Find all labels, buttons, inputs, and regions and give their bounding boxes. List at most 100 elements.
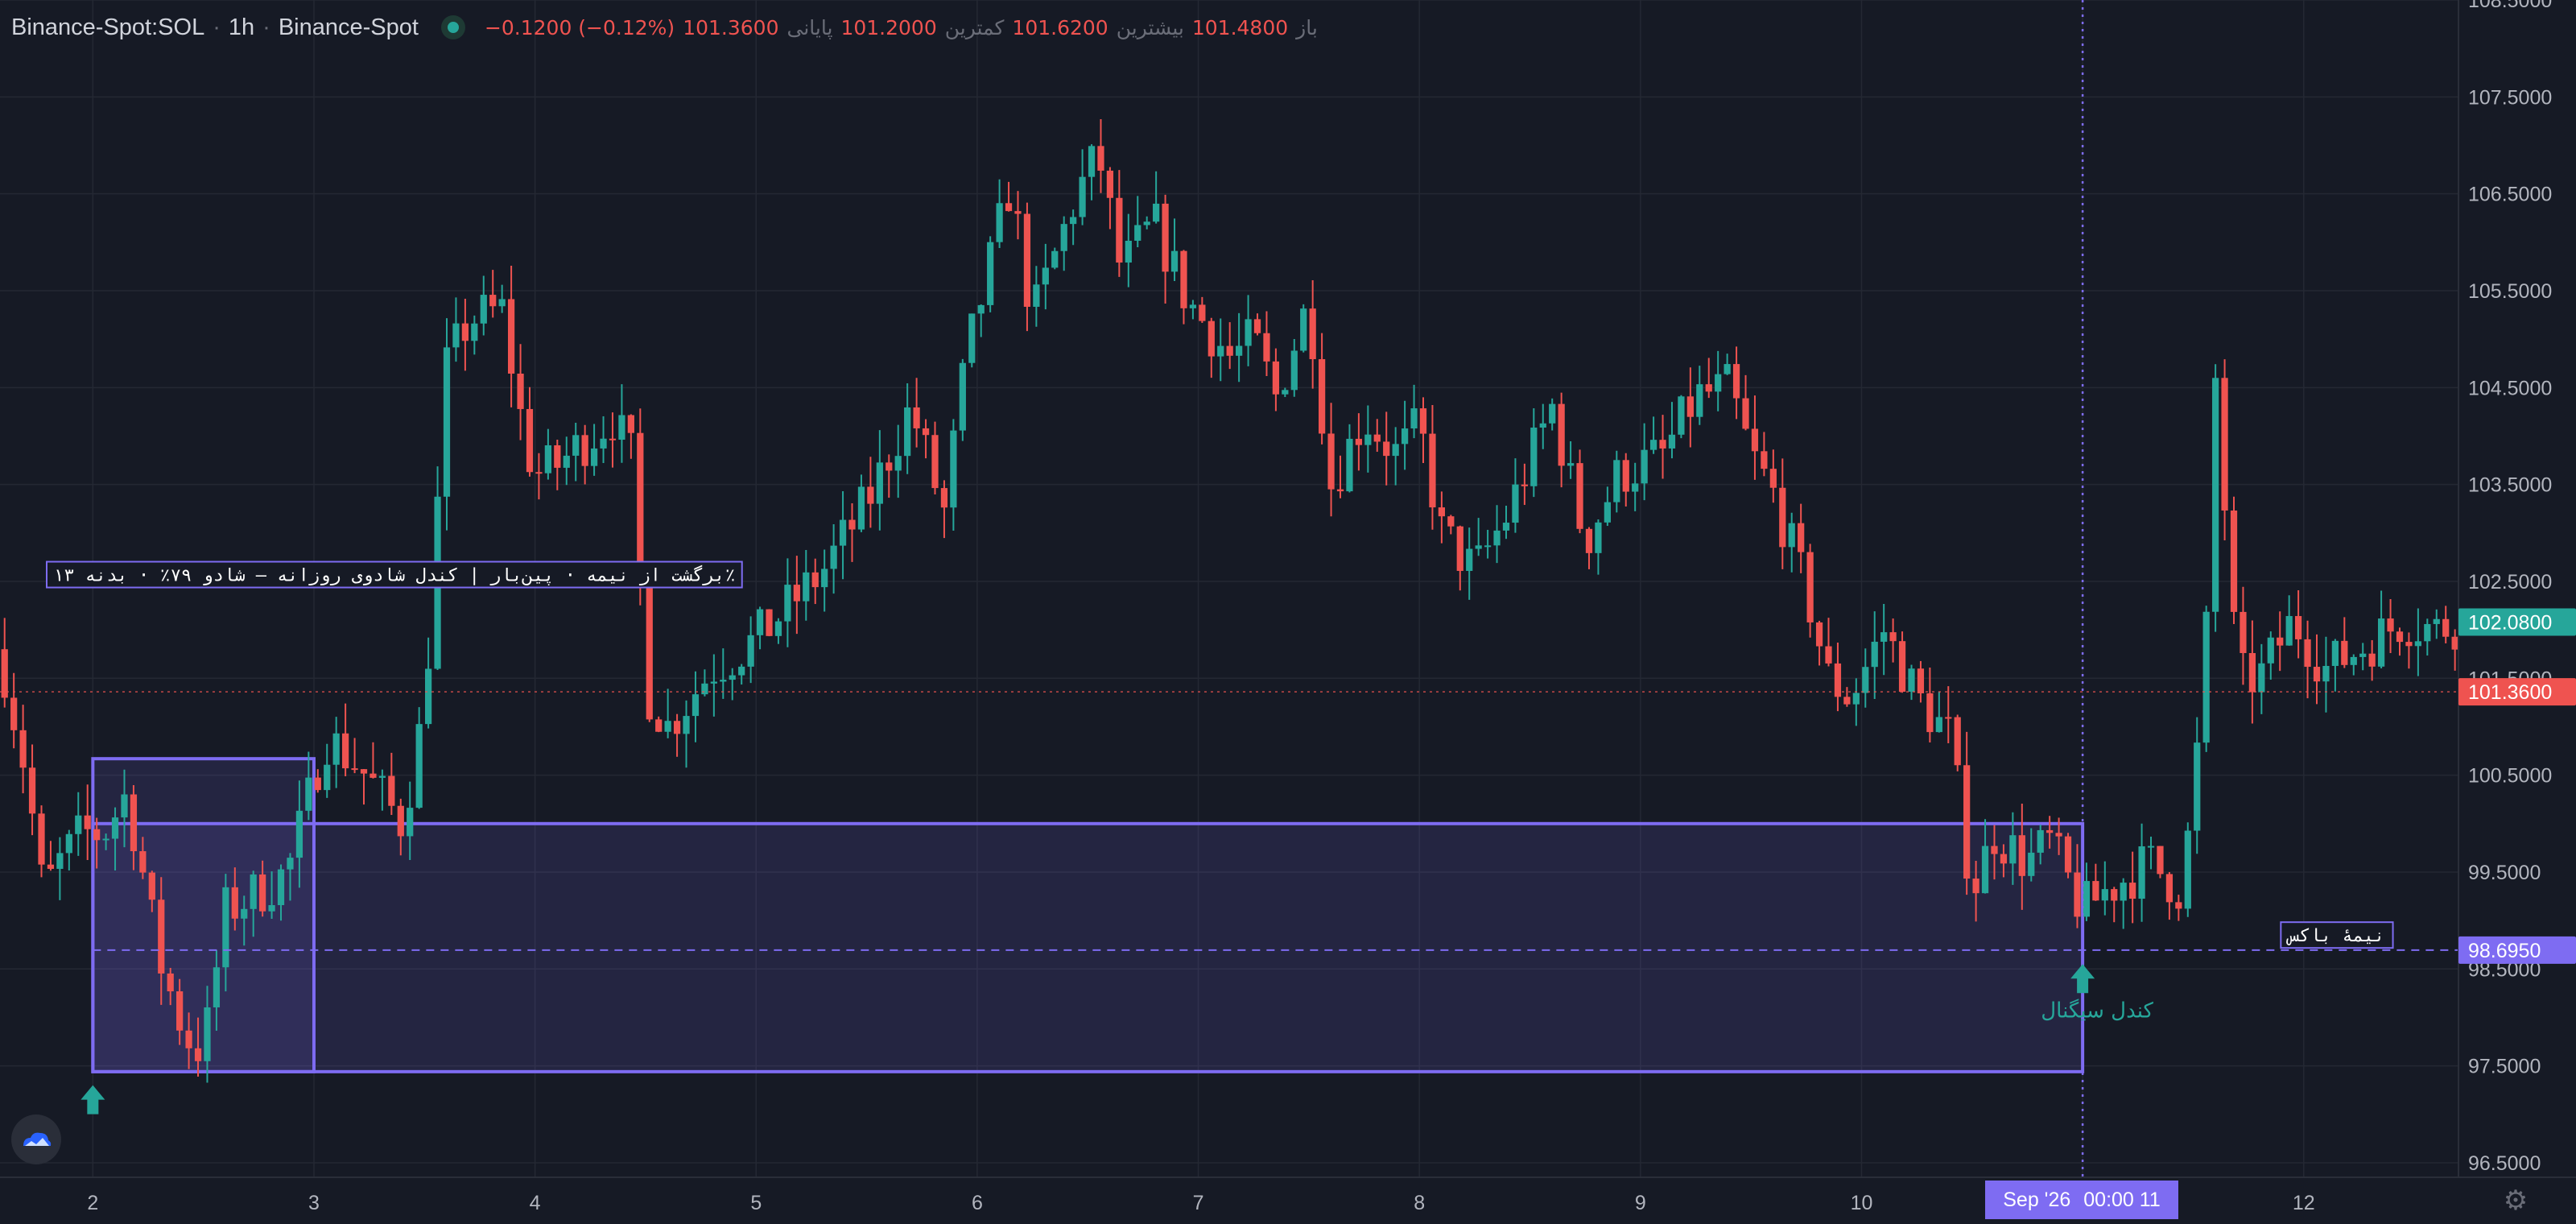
gear-icon[interactable]: ⚙ — [2503, 1185, 2529, 1216]
price-label-text: 101.3600 — [2468, 681, 2552, 704]
candle-body — [2414, 641, 2421, 647]
candle-body — [167, 973, 174, 992]
candle-body — [2405, 642, 2413, 647]
symbol-name[interactable]: Binance-Spot:SOL — [11, 14, 205, 40]
candle-body — [600, 438, 607, 449]
low-value: 101.2000 — [840, 15, 937, 39]
candle-body — [2009, 835, 2017, 864]
y-tick-label: 99.5000 — [2468, 862, 2541, 884]
time-axis[interactable] — [0, 1177, 2576, 1224]
candle-body — [1945, 717, 1952, 719]
candle-body — [241, 908, 248, 919]
candle-body — [1917, 668, 1925, 693]
candle-body — [1088, 146, 1096, 177]
candle-body — [314, 777, 321, 791]
candle-body — [857, 486, 865, 530]
price-label-box — [2458, 936, 2576, 964]
candle-body — [1134, 225, 1141, 241]
candlestick-series — [1, 118, 2458, 1083]
candle-body — [1355, 438, 1363, 445]
candle-body — [1972, 879, 1979, 894]
candle-body — [803, 572, 810, 602]
candle-body — [839, 519, 847, 546]
price-axis[interactable] — [2458, 0, 2576, 1177]
x-tick-label: 5 — [750, 1192, 762, 1214]
candle-body — [1162, 203, 1169, 272]
candle-body — [1143, 221, 1150, 225]
candle-body — [204, 1007, 211, 1061]
candle-body — [2442, 618, 2450, 637]
candle-body — [121, 794, 128, 818]
candle-body — [295, 810, 303, 858]
candle-body — [1678, 396, 1685, 435]
candle-body — [1649, 440, 1657, 450]
candle-body — [259, 874, 266, 912]
candle-body — [2129, 883, 2136, 899]
candle-body — [194, 1048, 202, 1061]
candle-body — [2202, 611, 2210, 743]
candle-body — [28, 767, 36, 814]
candle-body — [1576, 463, 1583, 529]
candle-body — [1023, 213, 1031, 307]
candle-body — [1613, 460, 1620, 502]
candle-body — [720, 680, 727, 682]
candle-body — [1558, 403, 1565, 466]
candle-body — [415, 724, 423, 808]
candle-body — [1530, 427, 1538, 486]
candle-body — [1788, 523, 1795, 548]
candle-body — [213, 967, 221, 1008]
candle-body — [47, 864, 55, 869]
candle-body — [830, 545, 837, 569]
candle-body — [287, 858, 294, 870]
arrow-up-icon — [2070, 964, 2095, 994]
y-tick-label: 100.5000 — [2468, 765, 2552, 788]
candle-body — [2120, 883, 2127, 901]
candle-body — [1871, 641, 1878, 668]
price-label-box — [2458, 608, 2576, 636]
candle-body — [1051, 250, 1059, 268]
candle-body — [1659, 440, 1666, 449]
candle-body — [1189, 304, 1197, 308]
candle-body — [388, 775, 395, 806]
candle-body — [2037, 829, 2044, 853]
candle-body — [1383, 441, 1390, 457]
candle-body — [876, 462, 883, 504]
candle-body — [93, 829, 101, 841]
candle-body — [1715, 374, 1722, 392]
candle-body — [1815, 622, 1823, 647]
signal-label: کندل سیگنال — [2041, 998, 2153, 1023]
candle-body — [922, 428, 930, 436]
candle-body — [2377, 618, 2385, 667]
candle-body — [1539, 423, 1546, 428]
candle-body — [526, 408, 534, 473]
ohlc-legend: باز 101.4800 بیشترین 101.6200 کمترین 101… — [485, 16, 1318, 39]
candle-body — [2028, 852, 2035, 876]
candle-body — [2165, 874, 2174, 903]
candle-body — [1567, 463, 1575, 466]
candle-body — [250, 874, 257, 909]
candle-body — [590, 448, 598, 466]
candle-body — [996, 203, 1003, 242]
interval-label[interactable]: 1h — [228, 14, 255, 40]
arrow-up-icon — [80, 1085, 105, 1114]
candle-body — [563, 455, 570, 468]
candle-body — [56, 853, 64, 869]
candle-body — [480, 295, 487, 324]
candle-body — [1170, 250, 1179, 272]
candle-body — [2184, 830, 2191, 909]
cloud-logo-icon[interactable] — [11, 1114, 61, 1164]
candle-body — [2258, 663, 2265, 693]
candle-body — [1125, 240, 1132, 263]
candle-body — [581, 435, 588, 466]
candle-body — [1309, 308, 1316, 360]
candle-body — [277, 869, 285, 906]
candle-body — [1696, 384, 1703, 417]
candle-body — [1862, 667, 1869, 693]
y-tick-label: 97.5000 — [2468, 1056, 2541, 1078]
separator-dot: · — [213, 14, 221, 40]
candle-body — [407, 808, 414, 837]
candle-body — [2074, 872, 2081, 917]
candle-body — [811, 572, 819, 588]
candle-body — [2433, 618, 2440, 624]
